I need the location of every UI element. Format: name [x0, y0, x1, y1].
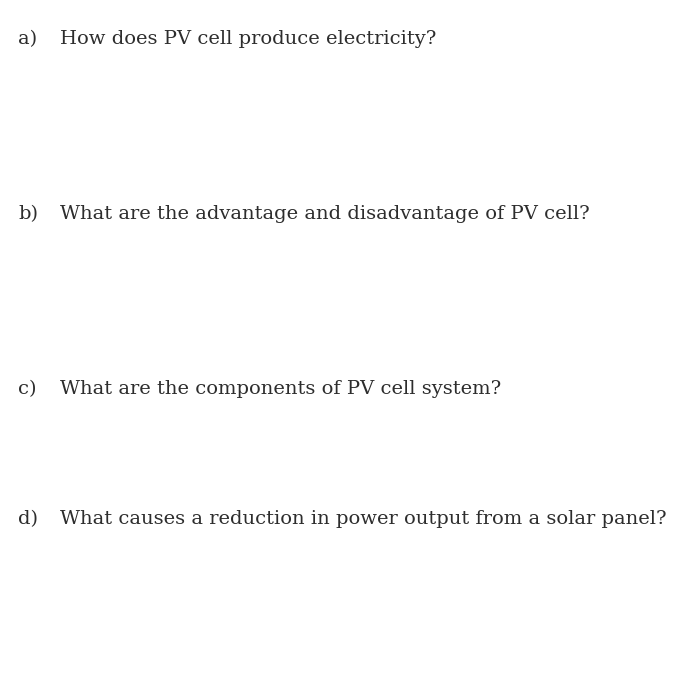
Text: What causes a reduction in power output from a solar panel?: What causes a reduction in power output …	[60, 510, 667, 528]
Text: c): c)	[18, 380, 36, 398]
Text: b): b)	[18, 205, 38, 223]
Text: What are the advantage and disadvantage of PV cell?: What are the advantage and disadvantage …	[60, 205, 590, 223]
Text: d): d)	[18, 510, 38, 528]
Text: What are the components of PV cell system?: What are the components of PV cell syste…	[60, 380, 501, 398]
Text: How does PV cell produce electricity?: How does PV cell produce electricity?	[60, 30, 436, 48]
Text: a): a)	[18, 30, 37, 48]
